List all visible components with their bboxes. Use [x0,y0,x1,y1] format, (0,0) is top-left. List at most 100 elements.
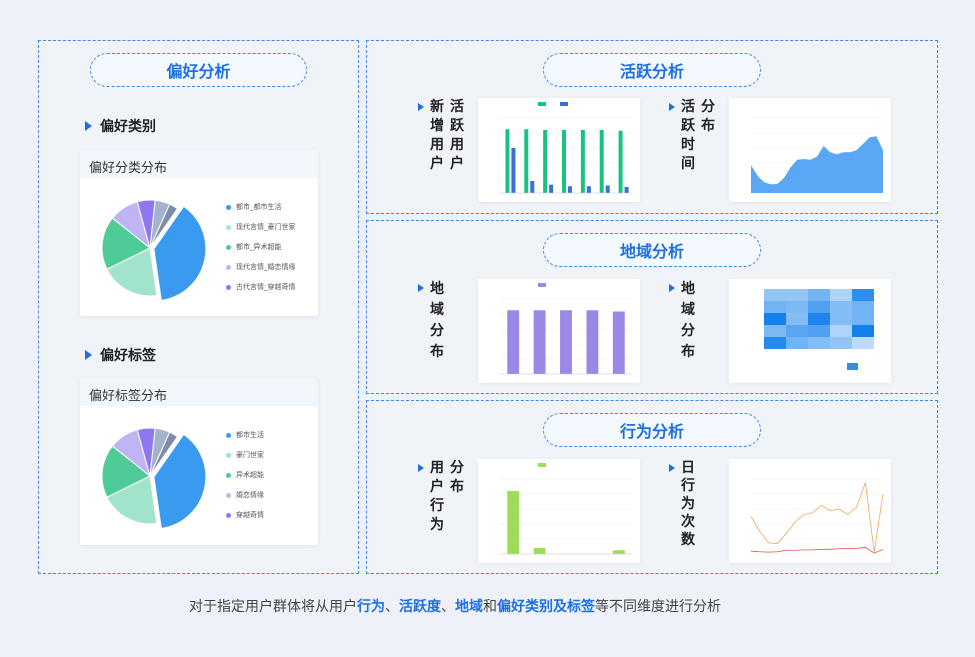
legend-item[interactable]: 都市_都市生活 [226,197,296,217]
heatmap-cell [764,337,786,349]
bar [507,310,520,374]
heatmap-cell [808,325,830,337]
pie-slice [101,445,151,498]
heatmap-cell [786,337,808,349]
footer-highlight: 地域 [455,599,483,615]
legend-swatch [538,463,546,467]
category-card: 偏好分类分布 都市_都市生活 现代言情_豪门世家 都市_异术超能 现代言情_婚恋… [80,150,318,316]
legend-item[interactable]: 异术超能 [226,465,264,485]
pie-slice [153,433,207,529]
heatmap-cell [830,325,852,337]
legend-item[interactable]: 穿越奇情 [226,505,264,525]
heatmap-cell [786,325,808,337]
legend-item[interactable]: 都市生活 [226,425,264,445]
pie-slice [149,431,179,477]
preference-title: 偏好分析 [90,53,307,87]
heatmap-cell [764,289,786,301]
triangle-icon [418,103,424,111]
bar [599,130,604,193]
pie-slice [101,217,151,270]
heatmap-cell [852,325,874,337]
legend-swatch [538,283,546,287]
legend-item[interactable]: 都市_异术超能 [226,237,296,257]
heatmap-cell [786,289,808,301]
heatmap-cell [808,301,830,313]
footer-text: 、 [441,599,455,615]
line-series [750,547,884,554]
new-active-users-chart [478,98,640,202]
legend-item[interactable]: 古代言情_穿越奇情 [226,277,296,297]
daily-behavior-line-chart [729,459,891,563]
bar [586,310,599,374]
legend-item[interactable]: 豪门世家 [226,445,264,465]
active-time-label: 活跃时间 [681,99,695,172]
legend-label: 现代言情_婚恋情缘 [236,263,296,271]
triangle-icon [669,103,675,111]
daily-behavior-count-label: 日行为次数 [681,460,695,548]
legend-swatch [538,102,546,106]
active-users-label: 活跃用户 [450,99,464,172]
heatmap-cell [830,313,852,325]
heatmap-cell [808,289,830,301]
line-series [750,482,884,553]
footer-description: 对于指定用户群体将从用户行为、活跃度、地域和偏好类别及标签等不同维度进行分析 [0,596,910,616]
heatmap-cell [786,313,808,325]
user-behavior-label: 用户行为 [430,460,444,533]
bar [530,181,535,193]
bar [612,550,625,554]
bar [560,310,572,374]
heatmap-cell [830,337,852,349]
tags-section-label: 偏好标签 [100,348,156,364]
heatmap-cell [764,325,786,337]
pie-slice [106,247,158,297]
active-time-chart [729,98,891,202]
pie-slice [153,205,207,301]
category-section: 偏好类别 [85,116,156,136]
tags-section: 偏好标签 [85,345,156,365]
bar [605,185,610,193]
behavior-title: 行为分析 [543,413,761,447]
footer-highlight: 偏好类别及标签 [497,599,595,615]
activity-title: 活跃分析 [543,53,761,87]
region-bar-chart [478,279,640,383]
tags-card-title: 偏好标签分布 [80,378,318,406]
bar [543,130,548,193]
region-title: 地域分析 [543,233,761,267]
heatmap-cell [852,313,874,325]
legend-label: 穿越奇情 [236,511,264,519]
category-legend: 都市_都市生活 现代言情_豪门世家 都市_异术超能 现代言情_婚恋情缘 古代言情… [226,197,296,297]
footer-highlight: 活跃度 [399,599,441,615]
legend-label: 异术超能 [236,471,264,479]
area-series [751,136,883,193]
heatmap-cell [830,289,852,301]
legend-item[interactable]: 现代言情_豪门世家 [226,217,296,237]
triangle-icon [418,464,424,472]
heatmap-cell [786,301,808,313]
new-users-label: 新增用户 [430,99,444,172]
heatmap-cell [852,301,874,313]
legend-item[interactable]: 现代言情_婚恋情缘 [226,257,296,277]
footer-text: 对于指定用户群体将从用户 [189,599,357,615]
heatmap-cell [808,337,830,349]
distribution-label: 分布 [701,99,715,134]
behavior-distribution-label: 分布 [450,460,464,495]
legend-label: 都市_都市生活 [236,203,282,211]
heatmap-cell [764,313,786,325]
pie-slice [149,203,179,249]
footer-highlight: 行为 [357,599,385,615]
pie-slice [106,475,158,525]
heatmap-cell [852,289,874,301]
bar [624,187,629,193]
tags-card: 偏好标签分布 都市生活 豪门世家 异术超能 婚恋情缘 穿越奇情 [80,378,318,545]
bar [612,311,625,374]
bar [562,130,566,193]
bar [505,129,510,193]
legend-item[interactable]: 婚恋情缘 [226,485,264,505]
triangle-icon [418,284,424,292]
bar [524,129,529,193]
triangle-icon [85,121,92,131]
heatmap-cell [852,337,874,349]
behavior-bar-chart [478,459,640,563]
footer-text: 、 [385,599,399,615]
bar [568,186,572,193]
